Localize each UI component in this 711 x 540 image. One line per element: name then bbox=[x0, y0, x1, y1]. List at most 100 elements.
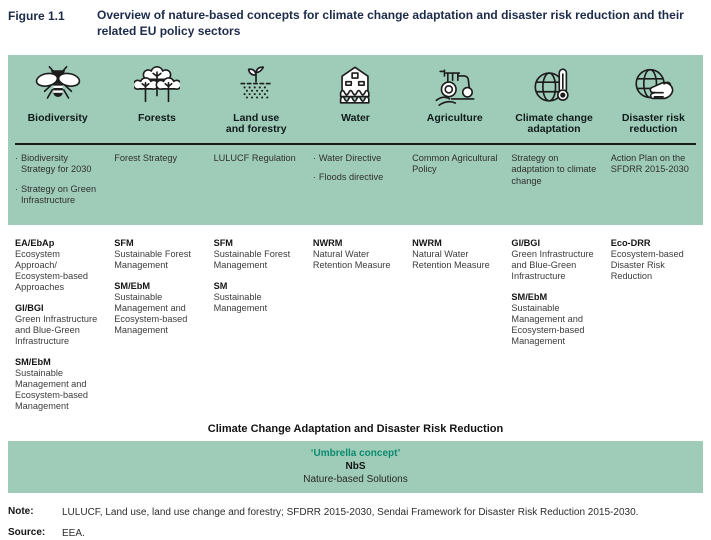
concept-abbr: SM bbox=[213, 280, 228, 291]
cca-drr-heading: Climate Change Adaptation and Disaster R… bbox=[207, 423, 504, 436]
concept-desc: Sustainable Management and Ecosystem-bas… bbox=[15, 367, 89, 412]
concept-abbr: SM/EbM bbox=[114, 280, 151, 291]
band-policy-row: · Biodiversity Strategy for 2030 · Strategy… bbox=[8, 145, 703, 225]
concept-abbr: SFM bbox=[114, 237, 134, 248]
umbrella-banner: ‘Umbrella concept’ NbS Nature-based Solu… bbox=[8, 441, 703, 494]
concepts-grid: EA/EbAp Ecosystem Approach/ Ecosystem-bas… bbox=[8, 225, 703, 422]
house-flood-icon bbox=[332, 63, 378, 109]
band-header-row: Biodiversity Forests Land use and forest… bbox=[8, 55, 703, 143]
policy-item: LULUCF Regulation bbox=[214, 153, 301, 165]
policy-text: Forest Strategy bbox=[114, 152, 178, 163]
column-concepts-biodiversity: EA/EbAp Ecosystem Approach/ Ecosystem-bas… bbox=[8, 238, 107, 422]
band-divider bbox=[15, 142, 696, 145]
sector-band: Biodiversity Forests Land use and forest… bbox=[8, 54, 703, 225]
figure-header: Figure 1.1 Overview of nature-based conc… bbox=[8, 8, 703, 40]
column-label-disaster-risk-reduction: Disaster risk reduction bbox=[621, 111, 685, 136]
concept-item: SFM Sustainable Forest Management bbox=[114, 238, 201, 271]
concept-desc: Natural Water Retention Measure bbox=[312, 248, 391, 270]
concept-desc: Green Infrastructure and Blue-Green Infr… bbox=[511, 248, 594, 281]
concept-item: GI/BGI Green Infrastructure and Blue-Gree… bbox=[511, 238, 598, 282]
concept-item: SM/EbM Sustainable Management and Ecosyst… bbox=[511, 292, 598, 347]
policy-text: Action Plan on the SFDRR 2015-2030 bbox=[610, 152, 689, 175]
column-concepts-climate-change-adaptation: GI/BGI Green Infrastructure and Blue-Gree… bbox=[504, 238, 603, 422]
concept-item: SM/EbM Sustainable Management and Ecosyst… bbox=[15, 357, 102, 412]
policy-text: Strategy on Green Infrastructure bbox=[21, 183, 97, 206]
policy-item: · Biodiversity Strategy for 2030 bbox=[15, 153, 102, 176]
concept-item: SM/EbM Sustainable Management and Ecosyst… bbox=[114, 281, 201, 336]
policy-item: Forest Strategy bbox=[114, 153, 201, 165]
umbrella-concept-label: ‘Umbrella concept’ bbox=[310, 448, 401, 460]
concept-desc: Sustainable Forest Management bbox=[213, 248, 291, 270]
concept-item: SM Sustainable Management bbox=[214, 281, 301, 314]
policy-text: Water Directive bbox=[318, 152, 382, 163]
column-header-land-use-forestry: Land use and forestry bbox=[207, 55, 306, 143]
concept-desc: Sustainable Management and Ecosystem-bas… bbox=[114, 291, 188, 335]
globe-hand-icon bbox=[630, 63, 676, 109]
bee-icon bbox=[35, 63, 81, 109]
column-label-biodiversity: Biodiversity bbox=[27, 111, 88, 124]
figure-notes: Note: LULUCF, Land use, land use change … bbox=[8, 506, 703, 540]
concept-desc: Sustainable Forest Management bbox=[114, 248, 191, 270]
column-label-land-use-forestry: Land use and forestry bbox=[225, 111, 287, 136]
column-concepts-land-use-forestry: SFM Sustainable Forest Management SM Sustai… bbox=[207, 238, 306, 422]
policy-bullet: · bbox=[312, 152, 316, 163]
policy-text: Biodiversity Strategy for 2030 bbox=[21, 152, 92, 175]
soil-sprout-icon bbox=[233, 63, 279, 109]
column-policies-forests: Forest Strategy bbox=[107, 145, 206, 225]
concept-item: GI/BGI Green Infrastructure and Blue-Gree… bbox=[15, 303, 102, 347]
column-policies-biodiversity: · Biodiversity Strategy for 2030 · Strategy… bbox=[8, 145, 107, 225]
concept-desc: Natural Water Retention Measure bbox=[412, 248, 490, 270]
policy-bullet: · bbox=[15, 183, 19, 194]
concept-item: NWRM Natural Water Retention Measure bbox=[313, 238, 400, 271]
tractor-icon bbox=[432, 63, 478, 109]
column-concepts-disaster-risk-reduction: Eco-DRR Ecosystem-based Disaster Risk Red… bbox=[604, 238, 703, 422]
column-concepts-water: NWRM Natural Water Retention Measure bbox=[306, 238, 405, 422]
column-header-climate-change-adaptation: Climate change adaptation bbox=[504, 55, 603, 143]
column-header-water: Water bbox=[306, 55, 405, 143]
policy-text: Floods directive bbox=[318, 172, 384, 183]
column-header-biodiversity: Biodiversity bbox=[8, 55, 107, 143]
column-policies-water: · Water Directive · Floods directive bbox=[306, 145, 405, 225]
note-row: Note: LULUCF, Land use, land use change … bbox=[8, 506, 703, 519]
concept-desc: Sustainable Management and Ecosystem-bas… bbox=[511, 302, 585, 346]
column-header-agriculture: Agriculture bbox=[405, 55, 504, 143]
policy-item: Strategy on adaptation to climate change bbox=[511, 153, 598, 188]
column-policies-agriculture: Common Agricultural Policy bbox=[405, 145, 504, 225]
concept-abbr: SFM bbox=[213, 237, 233, 248]
policy-bullet: · bbox=[312, 172, 316, 183]
source-label: Source: bbox=[8, 527, 46, 539]
column-label-climate-change-adaptation: Climate change adaptation bbox=[515, 111, 593, 136]
column-label-water: Water bbox=[341, 111, 370, 124]
column-header-disaster-risk-reduction: Disaster risk reduction bbox=[604, 55, 703, 143]
concept-abbr: SM/EbM bbox=[15, 356, 51, 367]
note-label: Note: bbox=[8, 506, 34, 518]
concept-abbr: Eco-DRR bbox=[610, 237, 651, 248]
column-label-forests: Forests bbox=[137, 111, 176, 124]
policy-item: Common Agricultural Policy bbox=[412, 153, 499, 176]
note-text: LULUCF, Land use, land use change and fo… bbox=[62, 507, 639, 519]
column-policies-disaster-risk-reduction: Action Plan on the SFDRR 2015-2030 bbox=[604, 145, 703, 225]
concept-desc: Ecosystem Approach/ Ecosystem-based Appr… bbox=[15, 248, 89, 292]
nbs-abbr: NbS bbox=[345, 461, 366, 473]
concept-item: SFM Sustainable Forest Management bbox=[214, 238, 301, 271]
policy-item: · Water Directive bbox=[313, 153, 400, 165]
concept-desc: Green Infrastructure and Blue-Green Infr… bbox=[15, 313, 98, 346]
column-label-agriculture: Agriculture bbox=[426, 111, 483, 124]
column-concepts-forests: SFM Sustainable Forest Management SM/EbM Su… bbox=[107, 238, 206, 422]
concept-item: Eco-DRR Ecosystem-based Disaster Risk Red… bbox=[611, 238, 698, 282]
policy-text: LULUCF Regulation bbox=[213, 152, 296, 163]
concept-abbr: GI/BGI bbox=[15, 302, 44, 313]
policy-text: Strategy on adaptation to climate change bbox=[511, 152, 597, 186]
trees-icon bbox=[133, 63, 180, 109]
concept-abbr: GI/BGI bbox=[511, 237, 541, 248]
policy-item: · Floods directive bbox=[313, 172, 400, 184]
policy-bullet: · bbox=[15, 152, 19, 163]
concept-abbr: NWRM bbox=[312, 237, 343, 248]
globe-thermometer-icon bbox=[531, 63, 577, 109]
figure-title: Overview of nature-based concepts for cl… bbox=[97, 8, 684, 38]
nbs-full-name: Nature-based Solutions bbox=[303, 474, 408, 486]
policy-item: Action Plan on the SFDRR 2015-2030 bbox=[611, 153, 698, 176]
column-header-forests: Forests bbox=[107, 55, 206, 143]
column-concepts-agriculture: NWRM Natural Water Retention Measure bbox=[405, 238, 504, 422]
